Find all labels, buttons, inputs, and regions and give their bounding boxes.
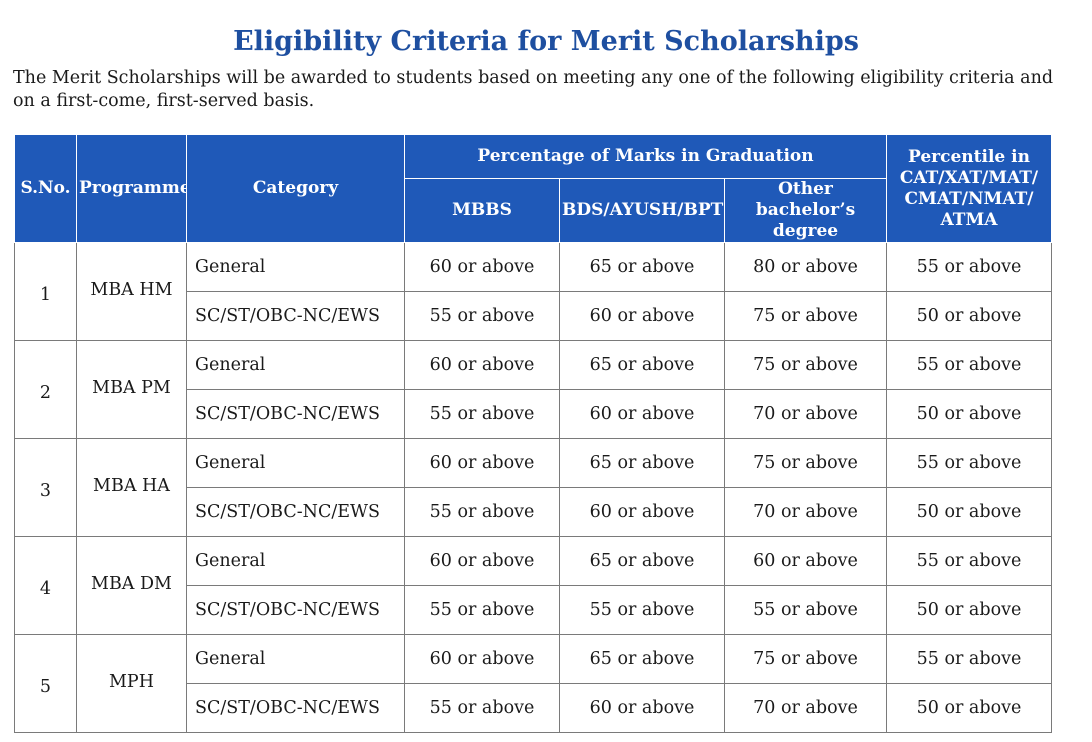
- percentile-cell: 50 or above: [886, 389, 1052, 439]
- mbbs-cell: 55 or above: [404, 389, 560, 439]
- eligibility-table: S.No. Programme Category Percentage of M…: [14, 134, 1052, 733]
- mbbs-cell: 60 or above: [404, 438, 560, 488]
- percentile-cell: 55 or above: [886, 634, 1052, 684]
- table-row: SC/ST/OBC-NC/EWS 55 or above 60 or above…: [15, 389, 1052, 439]
- header-programme: Programme: [76, 134, 187, 243]
- percentile-cell: 50 or above: [886, 683, 1052, 733]
- mbbs-cell: 60 or above: [404, 242, 560, 292]
- category-cell: General: [186, 438, 405, 488]
- mbbs-cell: 60 or above: [404, 536, 560, 586]
- table-row: 5 MPH General 60 or above 65 or above 75…: [14, 634, 1052, 733]
- table-row: SC/ST/OBC-NC/EWS 55 or above 60 or above…: [15, 683, 1052, 733]
- intro-paragraph: The Merit Scholarships will be awarded t…: [13, 68, 1054, 111]
- header-sno: S.No.: [14, 134, 77, 243]
- programme-cell: MBA HM: [76, 242, 187, 341]
- table-row: 2 MBA PM General 60 or above 65 or above…: [14, 340, 1052, 439]
- bds-cell: 55 or above: [559, 585, 725, 635]
- other-cell: 75 or above: [724, 340, 887, 390]
- sno-cell: 2: [14, 340, 77, 439]
- category-cell: General: [186, 536, 405, 586]
- programme-cell: MBA HA: [76, 438, 187, 537]
- mbbs-cell: 60 or above: [404, 340, 560, 390]
- other-cell: 75 or above: [724, 438, 887, 488]
- other-cell: 75 or above: [724, 291, 887, 341]
- category-cell: SC/ST/OBC-NC/EWS: [186, 487, 405, 537]
- table-row: 3 MBA HA General 60 or above 65 or above…: [14, 438, 1052, 537]
- other-cell: 55 or above: [724, 585, 887, 635]
- sno-cell: 3: [14, 438, 77, 537]
- header-other: Other bachelor’s degree: [724, 178, 887, 243]
- mbbs-cell: 55 or above: [404, 585, 560, 635]
- table-row: 1 MBA HM General 60 or above 65 or above…: [14, 242, 1052, 341]
- mbbs-cell: 60 or above: [404, 634, 560, 684]
- header-category: Category: [186, 134, 405, 243]
- programme-cell: MBA PM: [76, 340, 187, 439]
- sno-cell: 4: [14, 536, 77, 635]
- mbbs-cell: 55 or above: [404, 683, 560, 733]
- category-cell: SC/ST/OBC-NC/EWS: [186, 389, 405, 439]
- mbbs-cell: 55 or above: [404, 487, 560, 537]
- percentile-cell: 55 or above: [886, 340, 1052, 390]
- bds-cell: 60 or above: [559, 683, 725, 733]
- table-row: SC/ST/OBC-NC/EWS 55 or above 60 or above…: [15, 291, 1052, 341]
- header-percentile: Percentile in CAT/XAT/MAT/ CMAT/NMAT/ AT…: [886, 134, 1052, 243]
- programme-cell: MPH: [76, 634, 187, 733]
- bds-cell: 65 or above: [559, 340, 725, 390]
- other-cell: 60 or above: [724, 536, 887, 586]
- percentile-cell: 55 or above: [886, 438, 1052, 488]
- table-row: 4 MBA DM General 60 or above 65 or above…: [14, 536, 1052, 635]
- other-cell: 70 or above: [724, 389, 887, 439]
- category-cell: SC/ST/OBC-NC/EWS: [186, 585, 405, 635]
- category-cell: General: [186, 340, 405, 390]
- percentile-cell: 50 or above: [886, 585, 1052, 635]
- category-cell: SC/ST/OBC-NC/EWS: [186, 683, 405, 733]
- bds-cell: 65 or above: [559, 438, 725, 488]
- bds-cell: 60 or above: [559, 291, 725, 341]
- category-cell: General: [186, 242, 405, 292]
- mbbs-cell: 55 or above: [404, 291, 560, 341]
- programme-cell: MBA DM: [76, 536, 187, 635]
- header-graduation-group: Percentage of Marks in Graduation: [404, 134, 887, 179]
- other-cell: 70 or above: [724, 487, 887, 537]
- bds-cell: 60 or above: [559, 487, 725, 537]
- category-cell: SC/ST/OBC-NC/EWS: [186, 291, 405, 341]
- other-cell: 70 or above: [724, 683, 887, 733]
- header-bds: BDS/AYUSH/BPT: [559, 178, 725, 243]
- sno-cell: 1: [14, 242, 77, 341]
- other-cell: 80 or above: [724, 242, 887, 292]
- bds-cell: 65 or above: [559, 242, 725, 292]
- page-title: Eligibility Criteria for Merit Scholarsh…: [233, 26, 859, 57]
- bds-cell: 65 or above: [559, 634, 725, 684]
- percentile-cell: 55 or above: [886, 536, 1052, 586]
- percentile-cell: 50 or above: [886, 487, 1052, 537]
- header-mbbs: MBBS: [404, 178, 560, 243]
- bds-cell: 65 or above: [559, 536, 725, 586]
- table-row: SC/ST/OBC-NC/EWS 55 or above 60 or above…: [15, 487, 1052, 537]
- bds-cell: 60 or above: [559, 389, 725, 439]
- sno-cell: 5: [14, 634, 77, 733]
- other-cell: 75 or above: [724, 634, 887, 684]
- percentile-cell: 55 or above: [886, 242, 1052, 292]
- category-cell: General: [186, 634, 405, 684]
- table-row: SC/ST/OBC-NC/EWS 55 or above 55 or above…: [15, 585, 1052, 635]
- percentile-cell: 50 or above: [886, 291, 1052, 341]
